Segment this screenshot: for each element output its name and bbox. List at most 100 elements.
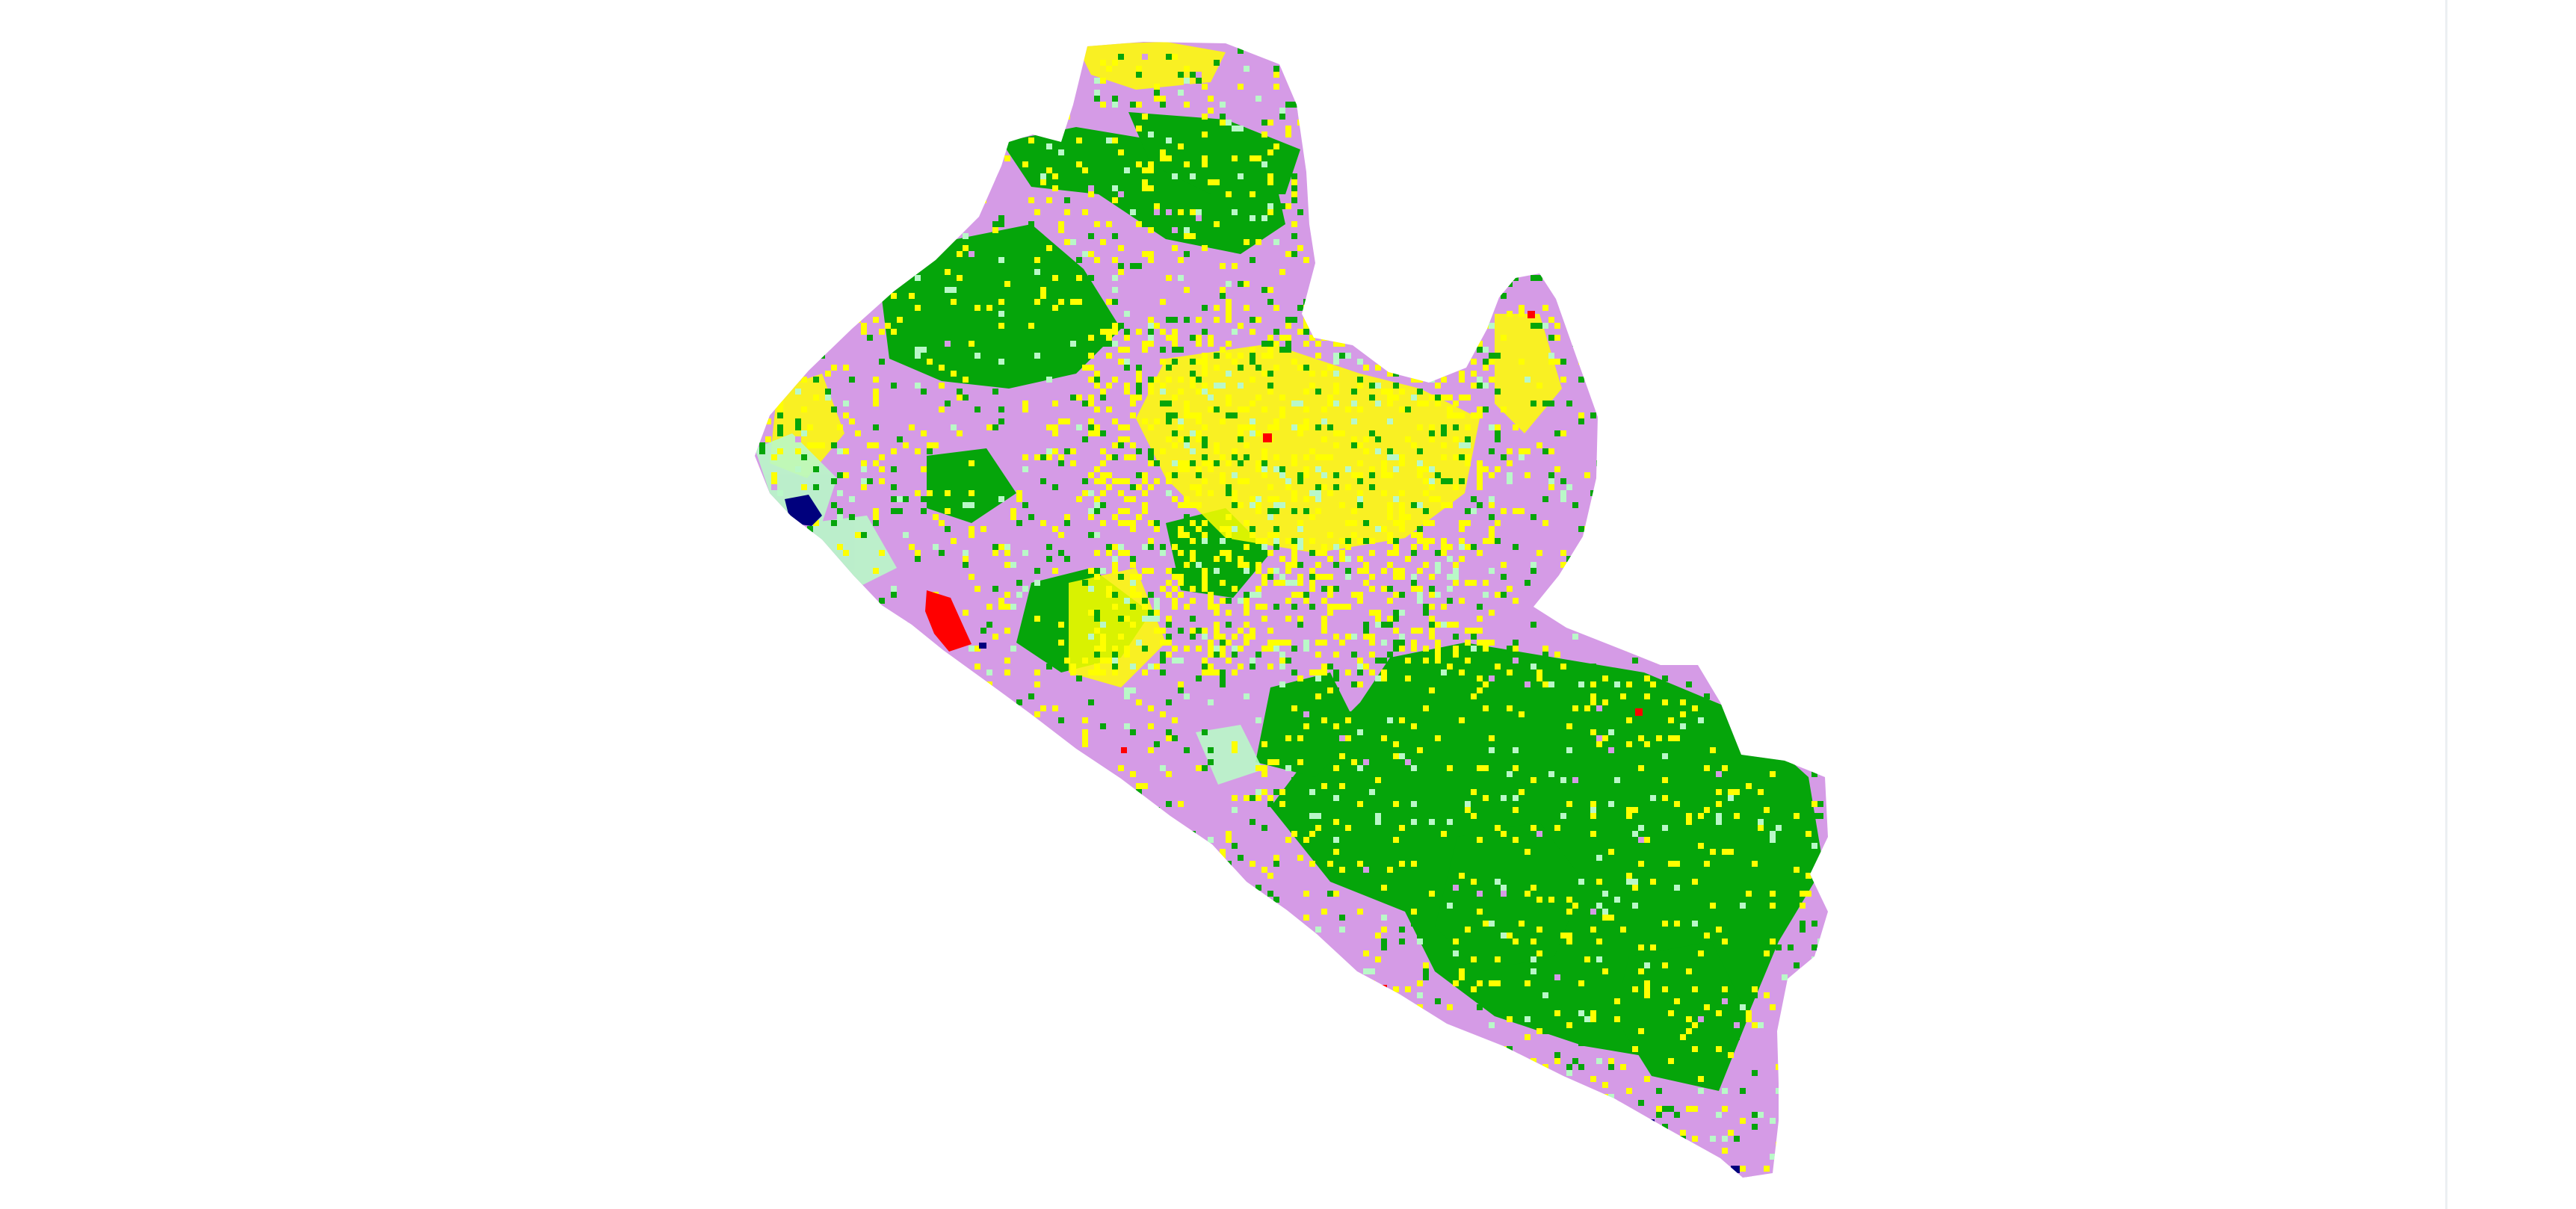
landcover-pixel: [1088, 472, 1094, 478]
landcover-pixel: [1357, 472, 1363, 478]
landcover-pixel: [1471, 711, 1477, 717]
landcover-pixel: [1214, 610, 1220, 616]
landcover-pixel: [1142, 502, 1148, 508]
landcover-pixel: [801, 406, 807, 412]
landcover-pixel: [1279, 114, 1285, 120]
landcover-pixel: [1214, 221, 1220, 227]
landcover-pixel: [1052, 526, 1058, 532]
landcover-pixel: [1261, 789, 1267, 795]
landcover-pixel: [998, 311, 1004, 317]
landcover-pixel: [992, 221, 998, 227]
landcover-pixel: [1112, 592, 1118, 598]
landcover-pixel: [795, 418, 801, 424]
landcover-pixel: [1046, 424, 1052, 430]
landcover-pixel: [1387, 472, 1393, 478]
landcover-pixel: [1483, 383, 1489, 389]
landcover-pixel: [1495, 466, 1501, 472]
landcover-pixel: [1602, 968, 1608, 974]
landcover-pixel: [1393, 466, 1399, 472]
landcover-pixel: [1459, 717, 1465, 723]
landcover-pixel: [1166, 418, 1172, 424]
landcover-pixel: [1351, 652, 1357, 658]
landcover-pixel: [1752, 1112, 1758, 1118]
landcover-pixel: [1608, 1064, 1614, 1070]
landcover-pixel: [1130, 401, 1136, 406]
landcover-pixel: [1208, 699, 1214, 705]
landcover-pixel: [1405, 681, 1411, 687]
landcover-pixel: [963, 263, 969, 269]
landcover-pixel: [1728, 849, 1734, 855]
landcover-pixel: [1429, 867, 1435, 873]
landcover-pixel: [1459, 670, 1465, 675]
landcover-pixel: [1393, 741, 1399, 747]
landcover-pixel: [945, 526, 951, 532]
landcover-pixel: [1226, 610, 1232, 616]
landcover-pixel: [1339, 927, 1345, 933]
landcover-pixel: [1202, 568, 1208, 574]
landcover-pixel: [1052, 424, 1058, 430]
landcover-pixel: [1285, 837, 1291, 843]
landcover-pixel: [1202, 538, 1208, 544]
landcover-pixel: [1752, 861, 1758, 867]
landcover-pixel: [1196, 675, 1202, 681]
landcover-pixel: [1064, 209, 1070, 215]
landcover-pixel: [777, 448, 783, 454]
landcover-pixel: [1094, 670, 1100, 675]
landcover-pixel: [1046, 454, 1052, 460]
landcover-pixel: [1776, 1088, 1782, 1094]
landcover-pixel: [1399, 753, 1405, 759]
landcover-pixel: [1172, 472, 1178, 478]
landcover-pixel: [1405, 699, 1411, 705]
landcover-pixel: [1142, 568, 1148, 574]
landcover-pixel: [1644, 986, 1650, 992]
landcover-pixel: [1519, 359, 1525, 365]
landcover-pixel: [1345, 484, 1351, 490]
landcover-pixel: [1351, 681, 1357, 687]
landcover-pixel: [1578, 412, 1584, 418]
landcover-pixel: [1303, 454, 1309, 460]
landcover-pixel: [1082, 209, 1088, 215]
landcover-pixel: [1393, 628, 1399, 634]
landcover-pixel: [1238, 478, 1244, 484]
landcover-pixel: [969, 490, 975, 496]
landcover-pixel: [1291, 251, 1297, 257]
landcover-pixel: [1279, 466, 1285, 472]
landcover-pixel: [1064, 448, 1070, 454]
landcover-pixel: [1333, 687, 1339, 693]
landcover-pixel: [1656, 1112, 1662, 1118]
landcover-pixel: [1662, 825, 1668, 831]
landcover-pixel: [1303, 747, 1309, 753]
landcover-pixel: [1178, 502, 1184, 508]
landcover-pixel: [1459, 544, 1465, 550]
landcover-pixel: [1250, 401, 1255, 406]
landcover-pixel: [1303, 323, 1309, 329]
landcover-pixel: [1602, 909, 1608, 915]
landcover-pixel: [807, 526, 813, 532]
landcover-pixel: [1453, 622, 1459, 628]
landcover-pixel: [1004, 604, 1010, 610]
landcover-pixel: [1124, 687, 1130, 693]
landcover-pixel: [1106, 472, 1112, 478]
landcover-pixel: [1154, 628, 1160, 634]
landcover-pixel: [1118, 765, 1124, 771]
landcover-pixel: [1094, 508, 1100, 514]
landcover-pixel: [1746, 1016, 1752, 1022]
landcover-pixel: [1250, 430, 1255, 436]
landcover-pixel: [1692, 1106, 1698, 1112]
landcover-pixel: [1560, 562, 1566, 568]
landcover-pixel: [1285, 251, 1291, 257]
landcover-pixel: [1244, 693, 1250, 699]
landcover-pixel: [1255, 765, 1261, 771]
landcover-pixel: [1273, 496, 1279, 502]
landcover-pixel: [1704, 765, 1710, 771]
landcover-pixel: [1435, 640, 1441, 646]
landcover-pixel: [1261, 544, 1267, 550]
landcover-pixel: [1052, 430, 1058, 436]
landcover-pixel: [1214, 622, 1220, 628]
landcover-pixel: [1130, 263, 1136, 269]
landcover-pixel: [1285, 484, 1291, 490]
landcover-pixel: [855, 532, 861, 538]
landcover-pixel: [1285, 538, 1291, 544]
